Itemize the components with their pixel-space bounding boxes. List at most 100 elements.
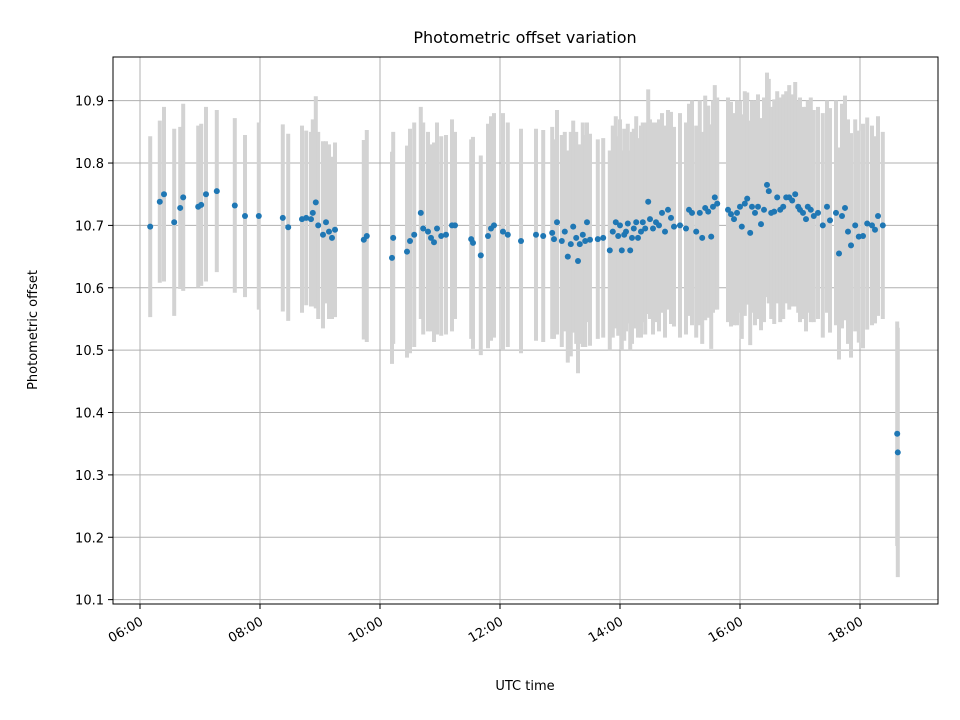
data-point — [308, 216, 314, 223]
data-point — [696, 209, 703, 216]
data-point — [819, 222, 826, 229]
data-point — [731, 216, 737, 223]
data-point — [326, 228, 332, 235]
data-point — [147, 223, 154, 230]
data-point — [845, 228, 851, 235]
data-point — [734, 209, 740, 216]
data-point — [650, 225, 656, 232]
data-point — [570, 223, 577, 230]
data-point — [561, 228, 568, 235]
data-markers — [147, 181, 901, 456]
y-tick-label: 10.3 — [75, 469, 104, 484]
data-point — [554, 219, 560, 226]
data-point — [765, 188, 772, 195]
y-tick-label: 10.7 — [75, 219, 104, 234]
data-point — [683, 225, 689, 232]
data-point — [180, 194, 187, 201]
data-point — [747, 229, 754, 236]
data-point — [677, 222, 683, 229]
data-point — [689, 209, 695, 216]
data-point — [668, 214, 674, 221]
plot-frame — [112, 56, 939, 605]
data-point — [255, 213, 262, 220]
data-point — [504, 231, 511, 238]
data-point — [833, 209, 839, 216]
data-point — [443, 231, 449, 238]
data-point — [213, 188, 220, 195]
data-point — [624, 220, 631, 227]
data-point — [549, 229, 556, 236]
data-point — [699, 234, 706, 241]
data-point — [491, 222, 497, 229]
data-point — [420, 225, 427, 232]
data-point — [609, 228, 616, 235]
data-point — [839, 213, 845, 220]
data-point — [600, 234, 607, 241]
data-point — [639, 219, 646, 226]
data-point — [623, 228, 629, 235]
data-point — [741, 200, 748, 207]
data-point — [579, 231, 586, 238]
data-point — [749, 203, 755, 210]
data-point — [633, 219, 640, 226]
data-point — [869, 222, 875, 229]
data-point — [705, 208, 712, 215]
data-point — [728, 211, 734, 218]
data-point — [161, 191, 167, 198]
data-point — [879, 222, 886, 229]
data-point — [594, 236, 601, 243]
data-point — [635, 234, 641, 241]
data-point — [470, 239, 476, 246]
data-point — [725, 206, 731, 213]
data-point — [630, 225, 637, 232]
data-point — [645, 198, 652, 205]
data-point — [518, 237, 524, 244]
data-point — [315, 222, 322, 229]
data-point — [875, 213, 881, 220]
data-point — [323, 219, 329, 226]
data-point — [738, 223, 745, 230]
data-point — [807, 206, 814, 213]
data-point — [803, 216, 809, 223]
data-point — [431, 239, 437, 246]
data-point — [758, 221, 764, 228]
data-point — [693, 228, 700, 235]
data-point — [329, 234, 335, 241]
data-point — [737, 203, 743, 210]
data-point — [714, 200, 721, 207]
data-point — [665, 206, 671, 213]
y-tick-label: 10.1 — [75, 594, 104, 609]
data-point — [710, 203, 716, 210]
data-point — [618, 247, 625, 254]
data-point — [761, 206, 767, 213]
data-point — [755, 203, 761, 210]
y-tick-label: 10.5 — [75, 344, 104, 359]
data-point — [662, 228, 668, 235]
data-point — [452, 222, 458, 229]
data-point — [587, 236, 593, 243]
data-point — [198, 201, 205, 208]
data-point — [744, 195, 751, 202]
data-point — [567, 241, 574, 248]
data-point — [564, 253, 571, 260]
data-point — [576, 241, 583, 248]
data-point — [171, 219, 178, 226]
y-tick-label: 10.2 — [75, 531, 104, 546]
chart-title: Photometric offset variation — [413, 28, 636, 47]
data-point — [617, 222, 623, 229]
data-point — [827, 217, 833, 224]
grid-lines — [113, 57, 938, 604]
data-point — [279, 214, 286, 221]
data-point — [332, 226, 338, 233]
data-point — [780, 203, 787, 210]
data-point — [533, 231, 539, 238]
data-point — [627, 247, 634, 254]
data-point — [800, 209, 806, 216]
data-point — [615, 233, 622, 240]
y-tick-label: 10.9 — [75, 95, 104, 110]
data-point — [810, 213, 817, 220]
data-point — [156, 198, 163, 205]
data-point — [417, 209, 424, 216]
data-point — [485, 233, 491, 240]
data-point — [752, 209, 758, 216]
